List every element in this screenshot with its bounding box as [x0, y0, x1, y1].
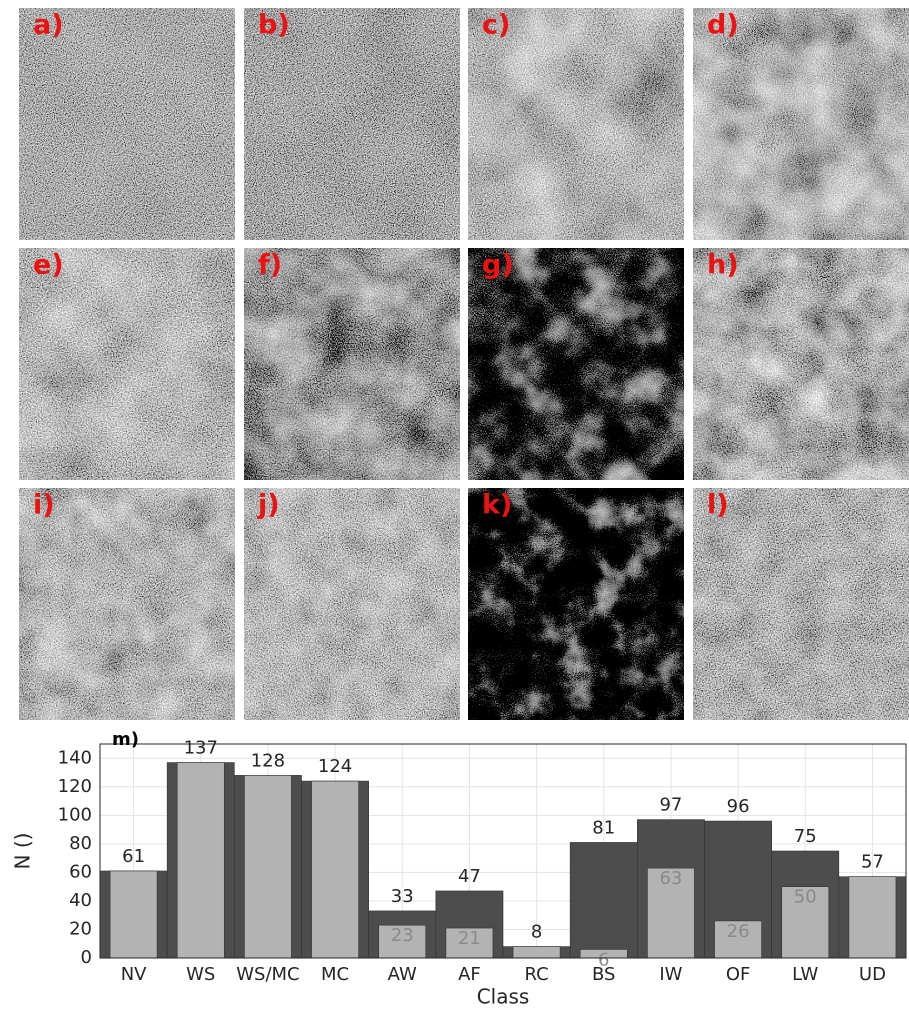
value-label: 63: [659, 868, 682, 889]
value-label: 97: [659, 795, 682, 816]
x-tick-label: WS/MC: [236, 964, 299, 985]
value-label: 128: [251, 750, 285, 771]
panel-label: j): [257, 490, 280, 521]
x-tick-label: WS: [186, 964, 215, 985]
sar-image: [244, 8, 460, 240]
y-tick-label: 60: [69, 861, 92, 882]
sar-image: [244, 248, 460, 480]
figure: a) b) c) d) e) f) g) h) i) j) k) l) 0 20 40 60 80 100 120…: [0, 0, 909, 1010]
panel-label: i): [33, 490, 55, 521]
value-label: 81: [592, 817, 615, 838]
panel-label: l): [707, 490, 729, 521]
panel-label: k): [482, 490, 512, 521]
panel-label: e): [33, 250, 64, 281]
value-label: 26: [727, 921, 750, 942]
panel-label: a): [33, 10, 64, 41]
y-tick-label: 100: [58, 804, 92, 825]
bar: [570, 842, 637, 958]
x-tick-label: IW: [659, 964, 682, 985]
y-tick-label: 40: [69, 890, 92, 911]
x-tick-label: AW: [388, 964, 417, 985]
panel-label: m): [112, 729, 139, 750]
x-tick-label: NV: [121, 964, 147, 985]
panel-label: c): [482, 10, 510, 41]
value-label: 124: [318, 756, 352, 777]
x-tick-label: AF: [458, 964, 481, 985]
panel-label: g): [482, 250, 514, 281]
y-axis-label: N (): [11, 833, 35, 870]
x-tick-label: UD: [859, 964, 886, 985]
value-label: 21: [458, 928, 481, 949]
sar-image: [468, 8, 684, 240]
value-label: 47: [458, 866, 481, 887]
value-label: 57: [861, 852, 884, 873]
value-label: 23: [391, 925, 414, 946]
sar-image: [468, 248, 684, 480]
value-label: 61: [122, 846, 145, 867]
sar-image: [468, 488, 684, 720]
x-tick-label: MC: [321, 964, 349, 985]
value-label: 96: [727, 796, 750, 817]
x-tick-label: LW: [792, 964, 818, 985]
bar: [177, 763, 224, 958]
x-axis-label: Class: [477, 985, 530, 1009]
value-label: 75: [794, 826, 817, 847]
bar: [513, 947, 560, 958]
sar-image: [19, 488, 235, 720]
value-label: 50: [794, 887, 817, 908]
bar: [849, 877, 896, 958]
x-tick-label: OF: [726, 964, 751, 985]
panel-label: h): [707, 250, 739, 281]
sar-image: [19, 8, 235, 240]
value-label: 137: [184, 738, 218, 759]
value-label: 6: [598, 949, 609, 970]
bar: [312, 781, 359, 958]
sar-image: [19, 248, 235, 480]
value-label: 33: [391, 886, 414, 907]
sar-image: [693, 488, 909, 720]
sar-image: [244, 488, 460, 720]
y-tick-label: 80: [69, 833, 92, 854]
bar: [244, 775, 291, 958]
panel-label: d): [707, 10, 739, 41]
image-panels: a) b) c) d) e) f) g) h) i) j) k) l): [19, 8, 909, 720]
y-tick-label: 140: [58, 747, 92, 768]
y-tick-label: 120: [58, 776, 92, 797]
x-tick-label: RC: [524, 964, 548, 985]
y-tick-label: 0: [81, 947, 92, 968]
panel-label: b): [258, 10, 290, 41]
sar-image: [693, 8, 909, 240]
panel-label: f): [258, 250, 282, 281]
y-tick-label: 20: [69, 918, 92, 939]
sar-image: [693, 248, 909, 480]
bar: [110, 871, 157, 958]
value-label: 8: [531, 922, 542, 943]
